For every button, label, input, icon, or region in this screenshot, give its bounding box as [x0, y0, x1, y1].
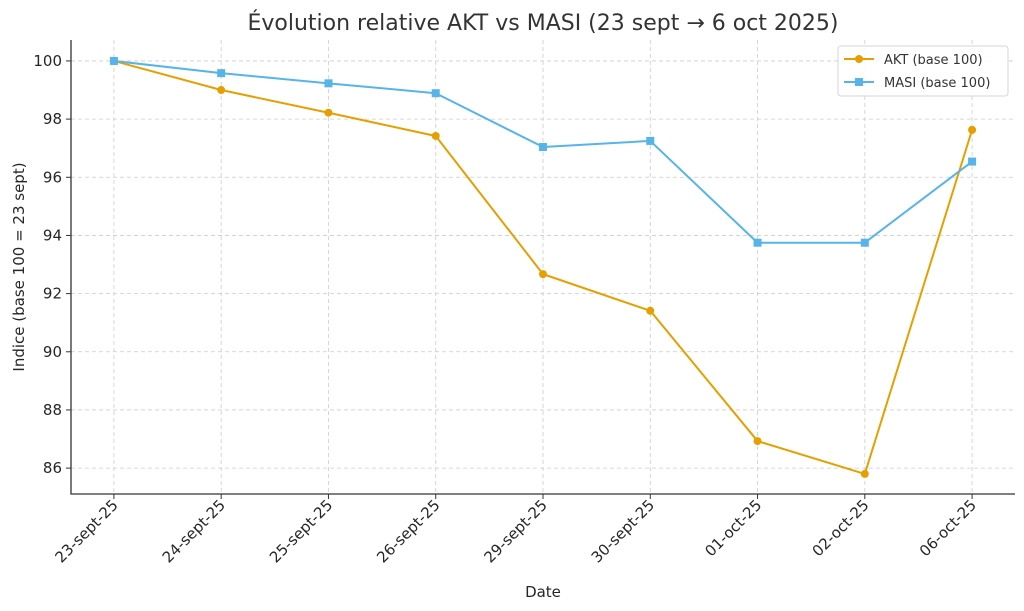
data-point — [753, 437, 762, 446]
x-tick-label: 06-oct-25 — [916, 496, 980, 560]
data-point — [539, 143, 547, 152]
series-akt — [109, 56, 977, 478]
legend-label: MASI (base 100) — [884, 76, 990, 91]
data-point — [646, 136, 655, 145]
data-point — [431, 131, 440, 140]
data-point — [324, 79, 333, 88]
legend-label: AKT (base 100) — [884, 53, 983, 68]
data-point — [217, 86, 226, 95]
data-point — [860, 238, 869, 247]
data-point — [753, 238, 762, 247]
x-tick-label: 25-sept-25 — [266, 496, 336, 566]
y-tick-label: 90 — [43, 343, 62, 361]
y-tick-label: 88 — [43, 401, 62, 419]
data-point — [968, 125, 977, 134]
axes — [70, 40, 1015, 495]
x-tick-label: 29-sept-25 — [481, 496, 551, 566]
x-tick-label: 30-sept-25 — [588, 496, 658, 566]
x-axis-ticks: 23-sept-25 24-sept-25 25-sept-25 26-sept-25… — [51, 494, 980, 566]
x-tick-label: 02-oct-25 — [809, 496, 873, 560]
chart-title: Évolution relative AKT vs MASI (23 sept … — [247, 10, 838, 36]
y-axis-ticks: 86 88 90 92 94 96 98 100 — [33, 52, 71, 477]
legend-item: AKT (base 100) — [844, 53, 983, 68]
legend-marker-square — [855, 78, 863, 86]
x-axis-label: Date — [525, 583, 561, 601]
data-point — [646, 306, 655, 315]
data-point — [968, 157, 977, 166]
data-point — [860, 469, 869, 478]
legend-item: MASI (base 100) — [844, 76, 990, 91]
y-tick-label: 86 — [43, 459, 62, 477]
grid-lines — [71, 40, 1015, 494]
y-tick-label: 96 — [43, 168, 62, 186]
legend: AKT (base 100) MASI (base 100) — [837, 45, 1009, 97]
y-tick-label: 100 — [33, 52, 62, 70]
data-point — [539, 270, 547, 279]
y-tick-label: 98 — [43, 110, 62, 128]
x-tick-label: 01-oct-25 — [701, 496, 765, 560]
data-point — [324, 108, 333, 117]
y-tick-label: 94 — [43, 226, 62, 244]
x-tick-label: 24-sept-25 — [159, 496, 229, 566]
x-tick-label: 26-sept-25 — [373, 496, 443, 566]
axes-frame — [70, 40, 1015, 495]
series-masi — [109, 56, 977, 247]
series-layer — [109, 56, 977, 478]
y-axis-label: Indice (base 100 = 23 sept) — [10, 162, 28, 371]
y-tick-label: 92 — [43, 285, 62, 303]
legend-box — [837, 45, 1009, 97]
data-point — [431, 89, 440, 98]
data-point — [217, 69, 226, 78]
legend-marker-circle — [855, 55, 863, 63]
x-tick-label: 23-sept-25 — [51, 496, 121, 566]
data-point — [109, 56, 118, 65]
